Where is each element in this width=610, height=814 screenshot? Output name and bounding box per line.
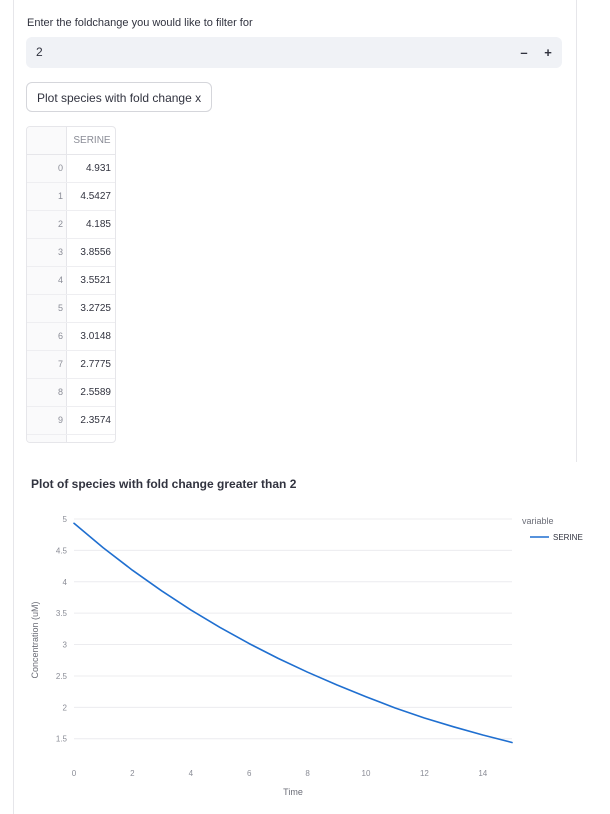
- series-line-serine: [73, 522, 513, 744]
- decrement-button[interactable]: –: [520, 45, 528, 60]
- right-border: [576, 0, 577, 462]
- legend-label: SERINE: [553, 533, 583, 542]
- row-index: 3: [57, 247, 63, 257]
- table-row[interactable]: 5 3.2725: [27, 295, 115, 323]
- column-header-serine[interactable]: SERINE: [73, 135, 111, 146]
- cell-serine[interactable]: 3.5521: [80, 275, 111, 286]
- table-row[interactable]: 3 3.8556: [27, 239, 115, 267]
- x-tick-label: 12: [420, 769, 429, 778]
- table-row[interactable]: 0 4.931: [27, 155, 115, 183]
- y-tick-label: 3.5: [56, 609, 68, 618]
- plot-species-button[interactable]: Plot species with fold change x: [26, 82, 213, 112]
- y-tick-label: 5: [63, 515, 68, 524]
- left-border: [13, 0, 14, 814]
- increment-button[interactable]: +: [544, 45, 552, 60]
- cell-serine[interactable]: 2.5589: [80, 387, 111, 398]
- index-column: [27, 127, 67, 442]
- y-tick-label: 1.5: [56, 735, 68, 744]
- table-row[interactable]: 8 2.5589: [27, 379, 115, 407]
- foldchange-number-input[interactable]: 2 – +: [26, 37, 562, 68]
- x-tick-label: 0: [72, 769, 77, 778]
- table-row[interactable]: 9 2.3574: [27, 407, 115, 435]
- table-row[interactable]: 2 4.185: [27, 211, 115, 239]
- cell-serine[interactable]: 4.5427: [80, 191, 111, 202]
- table-row[interactable]: 7 2.7775: [27, 351, 115, 379]
- y-tick-label: 2: [63, 703, 68, 712]
- y-tick-label: 2.5: [56, 672, 68, 681]
- x-tick-label: 4: [189, 769, 194, 778]
- x-tick-label: 10: [362, 769, 371, 778]
- table-header: SERINE: [27, 127, 115, 155]
- y-axis-label: Concentration (uM): [30, 601, 40, 678]
- y-tick-label: 3: [63, 641, 68, 650]
- row-index: 6: [57, 331, 63, 341]
- legend-title: variable: [522, 516, 554, 526]
- y-tick-label: 4.5: [56, 546, 68, 555]
- cell-serine[interactable]: 3.8556: [80, 247, 111, 258]
- table-row[interactable]: 1 4.5427: [27, 183, 115, 211]
- cell-serine[interactable]: 2.7775: [80, 359, 111, 370]
- row-index: 5: [57, 303, 63, 313]
- table-row[interactable]: 6 3.0148: [27, 323, 115, 351]
- row-index: 9: [57, 415, 63, 425]
- species-dataframe[interactable]: SERINE 0 4.931 1 4.5427 2 4.185 3 3.8556 4 3.5521…: [26, 126, 116, 443]
- row-index: 8: [57, 387, 63, 397]
- x-tick-label: 8: [305, 769, 310, 778]
- row-index: 2: [57, 219, 63, 229]
- cell-serine[interactable]: 4.931: [85, 163, 111, 174]
- y-tick-label: 4: [63, 578, 68, 587]
- x-tick-label: 2: [130, 769, 135, 778]
- x-axis-label: Time: [283, 787, 303, 797]
- row-index: 4: [57, 275, 63, 285]
- cell-serine[interactable]: 2.3574: [80, 415, 111, 426]
- row-index: 0: [57, 163, 63, 173]
- cell-serine[interactable]: 3.2725: [80, 303, 111, 314]
- row-index: 7: [57, 359, 63, 369]
- cell-serine[interactable]: 4.185: [85, 219, 111, 230]
- foldchange-value[interactable]: 2: [36, 45, 43, 59]
- foldchange-input-label: Enter the foldchange you would like to f…: [27, 17, 253, 29]
- row-index: 1: [57, 191, 63, 201]
- table-row[interactable]: 4 3.5521: [27, 267, 115, 295]
- cell-serine[interactable]: 3.0148: [80, 331, 111, 342]
- x-tick-label: 6: [247, 769, 252, 778]
- x-tick-label: 14: [478, 769, 487, 778]
- chart-title: Plot of species with fold change greater…: [31, 477, 297, 491]
